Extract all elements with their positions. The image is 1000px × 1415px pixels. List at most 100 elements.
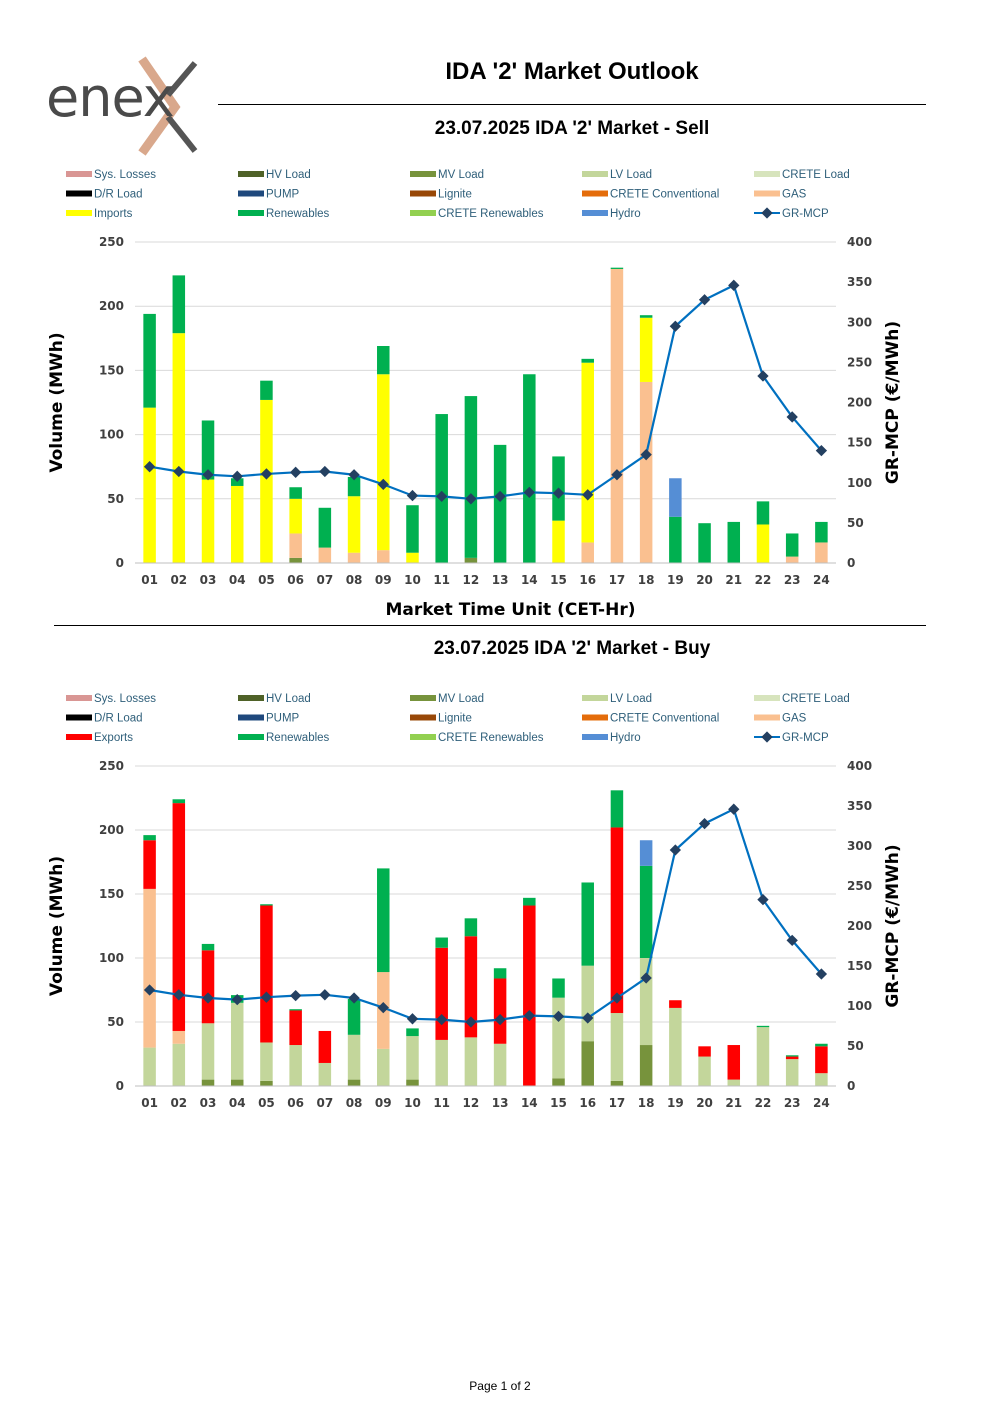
buy-grmcp-point-05 [260,991,273,1003]
buy-y2tick-label: 250 [847,879,872,893]
sell-grmcp-line [149,283,823,500]
buy-y2tick-label: 150 [847,959,872,973]
sell-bar-imports-01 [143,407,156,563]
sell-y2tick-label: 50 [847,516,864,530]
buy-bar-lv-load-07 [318,1062,332,1086]
sell-legend-label-gas: GAS [782,189,807,201]
sell-xtick-label: 15 [550,573,567,587]
buy-ytick-label: 100 [99,951,124,965]
sell-bar-renewables-23 [785,533,799,557]
buy-legend-label-hv-load: HV Load [266,693,311,705]
sell-grmcp-point-11 [436,490,448,503]
sell-bar-renewables-19 [669,516,682,563]
buy-xtick-label: 04 [229,1096,246,1110]
buy-grmcp-point-19 [669,844,682,856]
sell-y2tick-label: 300 [847,315,872,329]
sell-grmcp-point-01 [143,461,156,473]
sell-bar-renewables-02 [172,275,186,334]
buy-bar-lv-load-05 [260,1042,273,1081]
sell-grmcp-point-21 [728,279,740,291]
section-divider [54,625,926,626]
buy-xtick-label: 13 [492,1096,509,1110]
sell-bar-renewables-14 [523,374,536,563]
buy-xtick-label: 05 [258,1096,275,1110]
buy-xtick-label: 03 [200,1096,217,1110]
sell-bar-imports-15 [552,520,565,563]
buy-y2tick-label: 0 [847,1079,855,1093]
sell-legend-label-lignite: Lignite [438,189,472,201]
sell-legend-swatch-lv-load [582,171,608,177]
buy-bar-lv-load-13 [493,1043,507,1086]
buy-legend-label-mv-load: MV Load [438,693,484,705]
buy-legend-swatch-mv-load [410,695,436,701]
buy-bar-lv-load-17 [610,1013,624,1081]
buy-grmcp-point-03 [202,992,214,1004]
buy-bar-mv-load-05 [260,1080,273,1086]
sell-legend-marker-grmcp [761,207,773,219]
buy-bar-exports-24 [815,1046,828,1074]
buy-xtick-label: 16 [579,1096,596,1110]
buy-bar-renewables-17 [610,790,624,828]
sell-xtick-label: 17 [609,573,626,587]
sell-ytick-label: 0 [116,556,124,570]
sell-legend-swatch-hv-load [238,171,264,177]
buy-legend-label-lv-load: LV Load [610,693,652,705]
sell-bar-imports-08 [347,496,361,553]
sell-grmcp-point-20 [698,294,711,306]
buy-y-axis-title: Volume (MWh) [47,856,67,996]
sell-grmcp-point-14 [523,486,535,499]
buy-legend-swatch-exports [66,734,92,740]
buy-xtick-label: 21 [725,1096,742,1110]
buy-bar-lv-load-08 [347,1034,361,1080]
sell-ytick-label: 250 [99,235,124,249]
buy-xtick-label: 12 [463,1096,480,1110]
sell-grmcp-point-08 [348,469,360,481]
sell-bar-renewables-08 [347,476,361,497]
buy-grmcp-point-06 [289,989,302,1002]
buy-xtick-label: 02 [170,1096,187,1110]
buy-bar-exports-23 [785,1056,799,1060]
buy-xtick-label: 17 [609,1096,626,1110]
buy-y2-axis-title: GR-MCP (€/MWh) [883,844,903,1007]
buy-bar-lv-load-22 [756,1027,770,1086]
sell-bar-renewables-10 [406,505,419,553]
buy-bar-gas-02 [172,1030,186,1044]
sell-legend-swatch-hydro [582,210,608,216]
buy-bar-exports-11 [435,947,448,1040]
sell-legend-label-crete-renewables: CRETE Renewables [438,208,544,220]
buy-grmcp-point-09 [377,1001,389,1014]
buy-bar-exports-12 [464,936,478,1038]
buy-xtick-label: 19 [667,1096,684,1110]
sell-grmcp-point-06 [289,466,302,478]
buy-bar-lv-load-21 [727,1079,741,1086]
buy-bar-renewables-01 [143,835,156,841]
buy-xtick-label: 11 [433,1096,450,1110]
buy-xtick-label: 07 [317,1096,334,1110]
buy-xtick-label: 10 [404,1096,421,1110]
buy-xtick-label: 24 [813,1096,830,1110]
buy-bar-exports-03 [201,950,215,1024]
buy-bar-exports-13 [493,978,507,1044]
sell-bar-renewables-20 [698,523,711,563]
sell-grmcp-point-18 [640,449,652,461]
sell-bar-renewables-17 [610,267,624,269]
buy-bar-exports-07 [318,1030,332,1063]
sell-legend-label-crete-conventional: CRETE Conventional [610,189,719,201]
buy-y2tick-label: 400 [847,759,872,773]
buy-y2tick-label: 100 [847,999,872,1013]
sell-legend-swatch-crete-conventional [582,190,608,197]
buy-bar-renewables-08 [347,998,361,1035]
buy-bar-renewables-05 [260,904,273,906]
buy-grmcp-point-04 [231,993,243,1006]
buy-y2tick-label: 200 [847,919,872,933]
sell-bar-gas-08 [347,552,361,563]
buy-legend-swatch-lignite [410,714,436,721]
buy-legend-swatch-crete-load [754,695,780,701]
sell-legend-label-renewables: Renewables [266,208,330,220]
sell-legend-swatch-mv-load [410,171,436,177]
buy-bar-renewables-14 [523,897,536,906]
buy-legend-swatch-crete-conventional [582,714,608,721]
sell-y2tick-label: 250 [847,355,872,369]
buy-grmcp-line [149,807,823,1024]
buy-bar-lv-load-11 [435,1039,448,1086]
